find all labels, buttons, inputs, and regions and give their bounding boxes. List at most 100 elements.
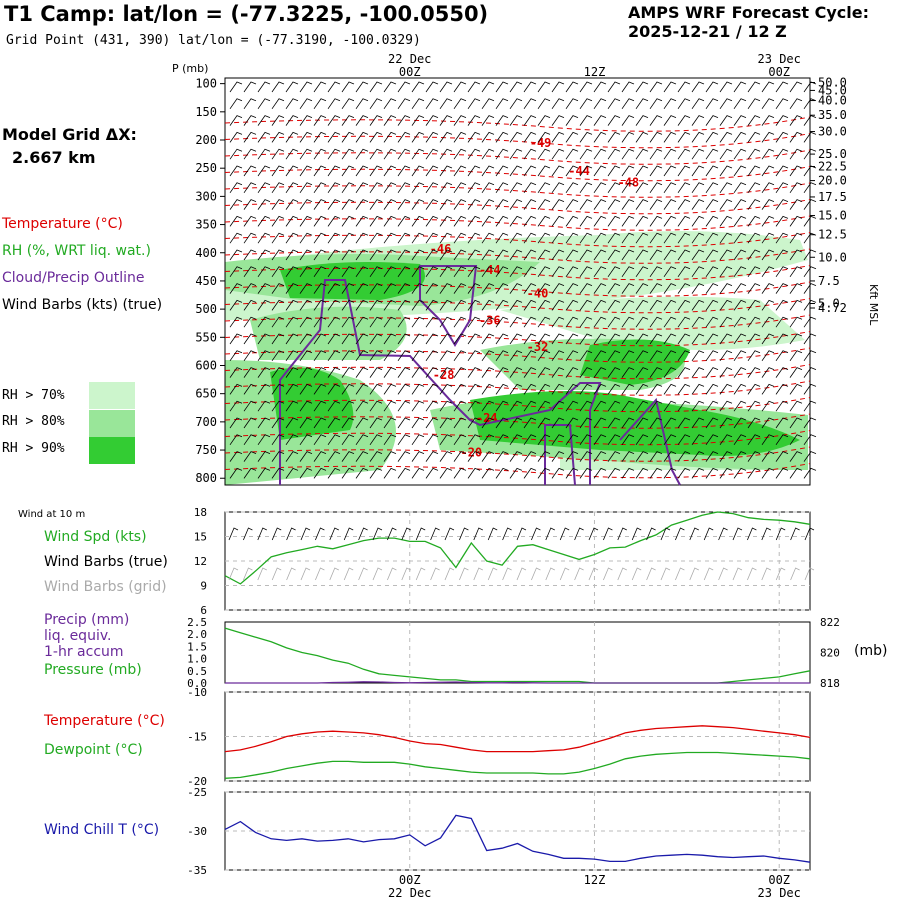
wind-barb	[747, 98, 761, 110]
wind-barb	[607, 383, 621, 395]
wind-barb	[271, 400, 285, 412]
series-line	[225, 681, 810, 684]
wind-barb	[775, 215, 789, 227]
wind-barb	[327, 417, 341, 429]
wind-barb	[649, 182, 663, 194]
wind-barb	[495, 316, 509, 328]
wind-barb	[565, 417, 579, 429]
bottom-date-label: 22 Dec	[388, 886, 431, 900]
wind-barb-grid	[631, 567, 642, 581]
wind-barb-true	[718, 527, 728, 541]
wind-barb	[691, 148, 705, 160]
wind-barb	[467, 283, 481, 294]
wind-barb-true	[790, 527, 800, 541]
wind-barb	[607, 467, 621, 479]
wind-barb	[607, 165, 621, 177]
wind-barb-true	[329, 527, 339, 541]
wind-barb	[719, 467, 733, 479]
wind-barb-true	[617, 527, 627, 541]
wind-barb	[733, 148, 747, 160]
wind-barb	[397, 81, 411, 93]
wind-barb	[803, 81, 817, 93]
wind-barb	[285, 333, 299, 345]
pressure-tick-label: 100	[195, 77, 217, 91]
height-tick-label: 22.5	[818, 160, 847, 174]
wind-barb	[523, 232, 537, 244]
wind-barb	[453, 199, 467, 210]
wind-barb	[733, 249, 747, 261]
wind-barb	[495, 249, 509, 261]
wind-barb	[593, 451, 607, 462]
wind-barb	[551, 131, 565, 143]
wind-barb	[775, 467, 789, 479]
wind-barb	[649, 249, 663, 261]
wind-barb	[509, 417, 523, 429]
wind-barb	[775, 98, 789, 110]
wind-barb	[299, 299, 313, 311]
wind-barb	[243, 131, 257, 143]
wind-barb	[355, 266, 369, 278]
height-tick-label: 50.0	[818, 76, 847, 90]
wind-barb	[523, 467, 537, 479]
wind-barb	[327, 115, 341, 126]
isotherm-line	[224, 149, 811, 165]
wind-barb	[607, 182, 621, 194]
wind-barb	[341, 81, 355, 93]
y-tick-label: 15	[194, 531, 207, 544]
wind-barb	[733, 199, 747, 210]
wind-barb	[635, 98, 649, 110]
wind-barb	[677, 249, 691, 261]
wind-barb	[271, 232, 285, 244]
wind-barb	[229, 417, 243, 429]
wind-barb	[257, 316, 271, 328]
wind-barb	[369, 451, 383, 462]
wind-barb	[775, 232, 789, 244]
wind-barb-grid	[703, 567, 714, 581]
wind-barb	[495, 266, 509, 278]
wind-barb	[299, 400, 313, 412]
wind-barb	[705, 81, 719, 93]
wind-barb	[747, 367, 761, 378]
wind-barb	[453, 98, 467, 110]
wind-barb	[607, 249, 621, 261]
wind-barb	[285, 367, 299, 378]
wind-barb	[341, 333, 355, 345]
wind-barb	[593, 333, 607, 345]
wind-barb	[579, 182, 593, 194]
wind-barb	[257, 182, 271, 194]
wind-barb	[271, 199, 285, 210]
wind-barb	[299, 199, 313, 210]
wind-barb-true	[761, 527, 771, 541]
wind-barb	[621, 165, 635, 177]
rh-region	[280, 262, 425, 300]
wind-barb-grid	[732, 567, 743, 581]
wind-barb	[243, 182, 257, 194]
rh-legend-swatch	[89, 382, 135, 409]
wind-barb	[705, 249, 719, 261]
wind-barb	[327, 299, 341, 311]
wind-barb	[649, 165, 663, 177]
wind-barb	[411, 232, 425, 244]
wind-barb	[733, 467, 747, 479]
wind-barb	[537, 383, 551, 395]
wind-barb	[705, 417, 719, 429]
wind-barb	[481, 148, 495, 160]
wind-barb	[299, 115, 313, 126]
wind-barb	[313, 199, 327, 210]
wind-barb-true	[343, 527, 354, 541]
isotherm-line	[224, 380, 811, 396]
height-tick-label: 45.0	[818, 83, 847, 97]
wind-barb	[425, 215, 439, 227]
y-tick-label: -15	[187, 731, 207, 744]
series-line	[224, 751, 811, 779]
legend-wind-speed: Wind Spd (kts)	[44, 529, 147, 545]
wind-barb	[537, 467, 551, 479]
wind-barb	[355, 215, 369, 227]
wind-barb	[481, 249, 495, 261]
wind-barb	[453, 383, 467, 395]
wind-barb	[803, 316, 817, 328]
wind-barb	[663, 434, 677, 446]
wind-barb	[803, 215, 817, 227]
wind-barb	[299, 383, 313, 395]
wind-barb	[397, 333, 411, 345]
